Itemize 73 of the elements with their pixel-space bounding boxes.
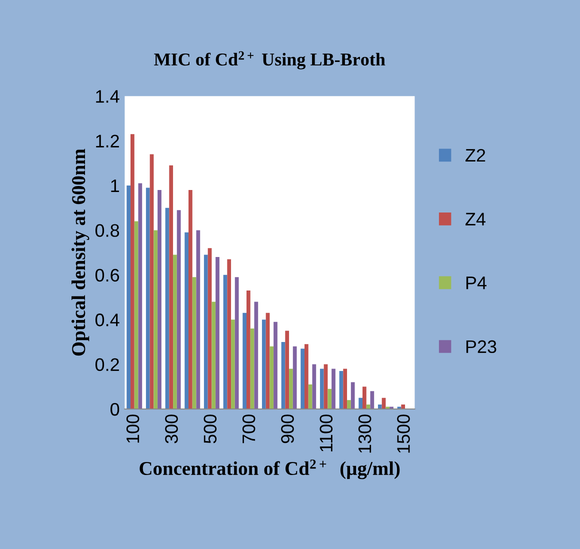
bar <box>350 382 355 410</box>
bar <box>370 391 374 410</box>
legend-label: P23 <box>466 340 496 354</box>
bar <box>328 388 332 410</box>
y-tick-label: 0.8 <box>95 224 120 237</box>
legend-label: Z4 <box>466 212 486 226</box>
bar <box>216 257 220 410</box>
bar <box>362 386 366 410</box>
bar <box>176 210 181 410</box>
bar <box>223 274 228 410</box>
bar <box>289 368 293 410</box>
y-tick-label: 0.2 <box>95 358 119 372</box>
bar <box>227 259 232 410</box>
y-tick-label: 1.2 <box>96 134 119 148</box>
bar <box>196 230 200 410</box>
y-tick-label: 0 <box>110 402 120 416</box>
bar <box>150 154 154 410</box>
bar <box>320 368 324 410</box>
x-tick-label: 100 <box>126 414 140 443</box>
bar <box>192 277 196 410</box>
bar <box>285 330 290 410</box>
bar <box>208 248 212 410</box>
bar <box>138 183 142 410</box>
bar <box>378 404 382 410</box>
bar <box>281 342 286 410</box>
x-tick-label: 700 <box>242 414 256 444</box>
bar <box>146 188 150 410</box>
x-tick-label: 1300 <box>358 414 372 453</box>
bar <box>165 208 170 410</box>
x-tick-label: 300 <box>165 414 178 444</box>
chart-title: MIC of Cd$^{2+}$ Using LB-Broth <box>154 51 386 70</box>
bar <box>312 364 316 410</box>
bar <box>266 312 270 410</box>
y-tick-label: 1 <box>111 180 119 192</box>
bar <box>204 254 208 410</box>
legend-label: Z2 <box>466 148 486 162</box>
y-tick-label: 0.6 <box>95 268 120 282</box>
bar <box>158 190 162 410</box>
bar <box>184 232 188 410</box>
bar <box>304 344 308 410</box>
bar <box>358 398 362 410</box>
y-tick-label: 0.4 <box>95 314 120 326</box>
bar <box>234 277 239 410</box>
legend-label: P4 <box>466 276 486 290</box>
bar <box>126 185 130 410</box>
bar <box>262 320 266 410</box>
bar <box>212 302 216 410</box>
bar <box>231 320 235 410</box>
bar <box>300 348 304 410</box>
bar <box>254 302 258 410</box>
bar <box>343 368 348 410</box>
bar <box>250 328 254 410</box>
bar <box>134 221 138 410</box>
bar <box>188 190 192 410</box>
x-axis-title: Concentration of Cd$^{2+}$ (µg/ml) <box>140 460 400 480</box>
bar <box>292 346 297 410</box>
bar <box>270 346 274 410</box>
bar <box>169 165 174 410</box>
x-tick-label: 1500 <box>397 414 410 453</box>
bar <box>242 312 246 410</box>
bar <box>274 322 278 410</box>
x-tick-label: 500 <box>204 414 217 444</box>
x-tick-label: 1100 <box>320 414 333 452</box>
bar <box>332 368 336 410</box>
y-axis-title: Optical density at 600nm <box>72 148 90 356</box>
bar <box>130 134 134 410</box>
bar <box>246 290 250 410</box>
bar <box>347 400 351 410</box>
y-tick-label: 1.4 <box>96 90 120 103</box>
bar <box>173 254 177 410</box>
bar <box>401 404 406 410</box>
bar <box>154 230 158 410</box>
x-tick-label: 900 <box>281 414 294 444</box>
